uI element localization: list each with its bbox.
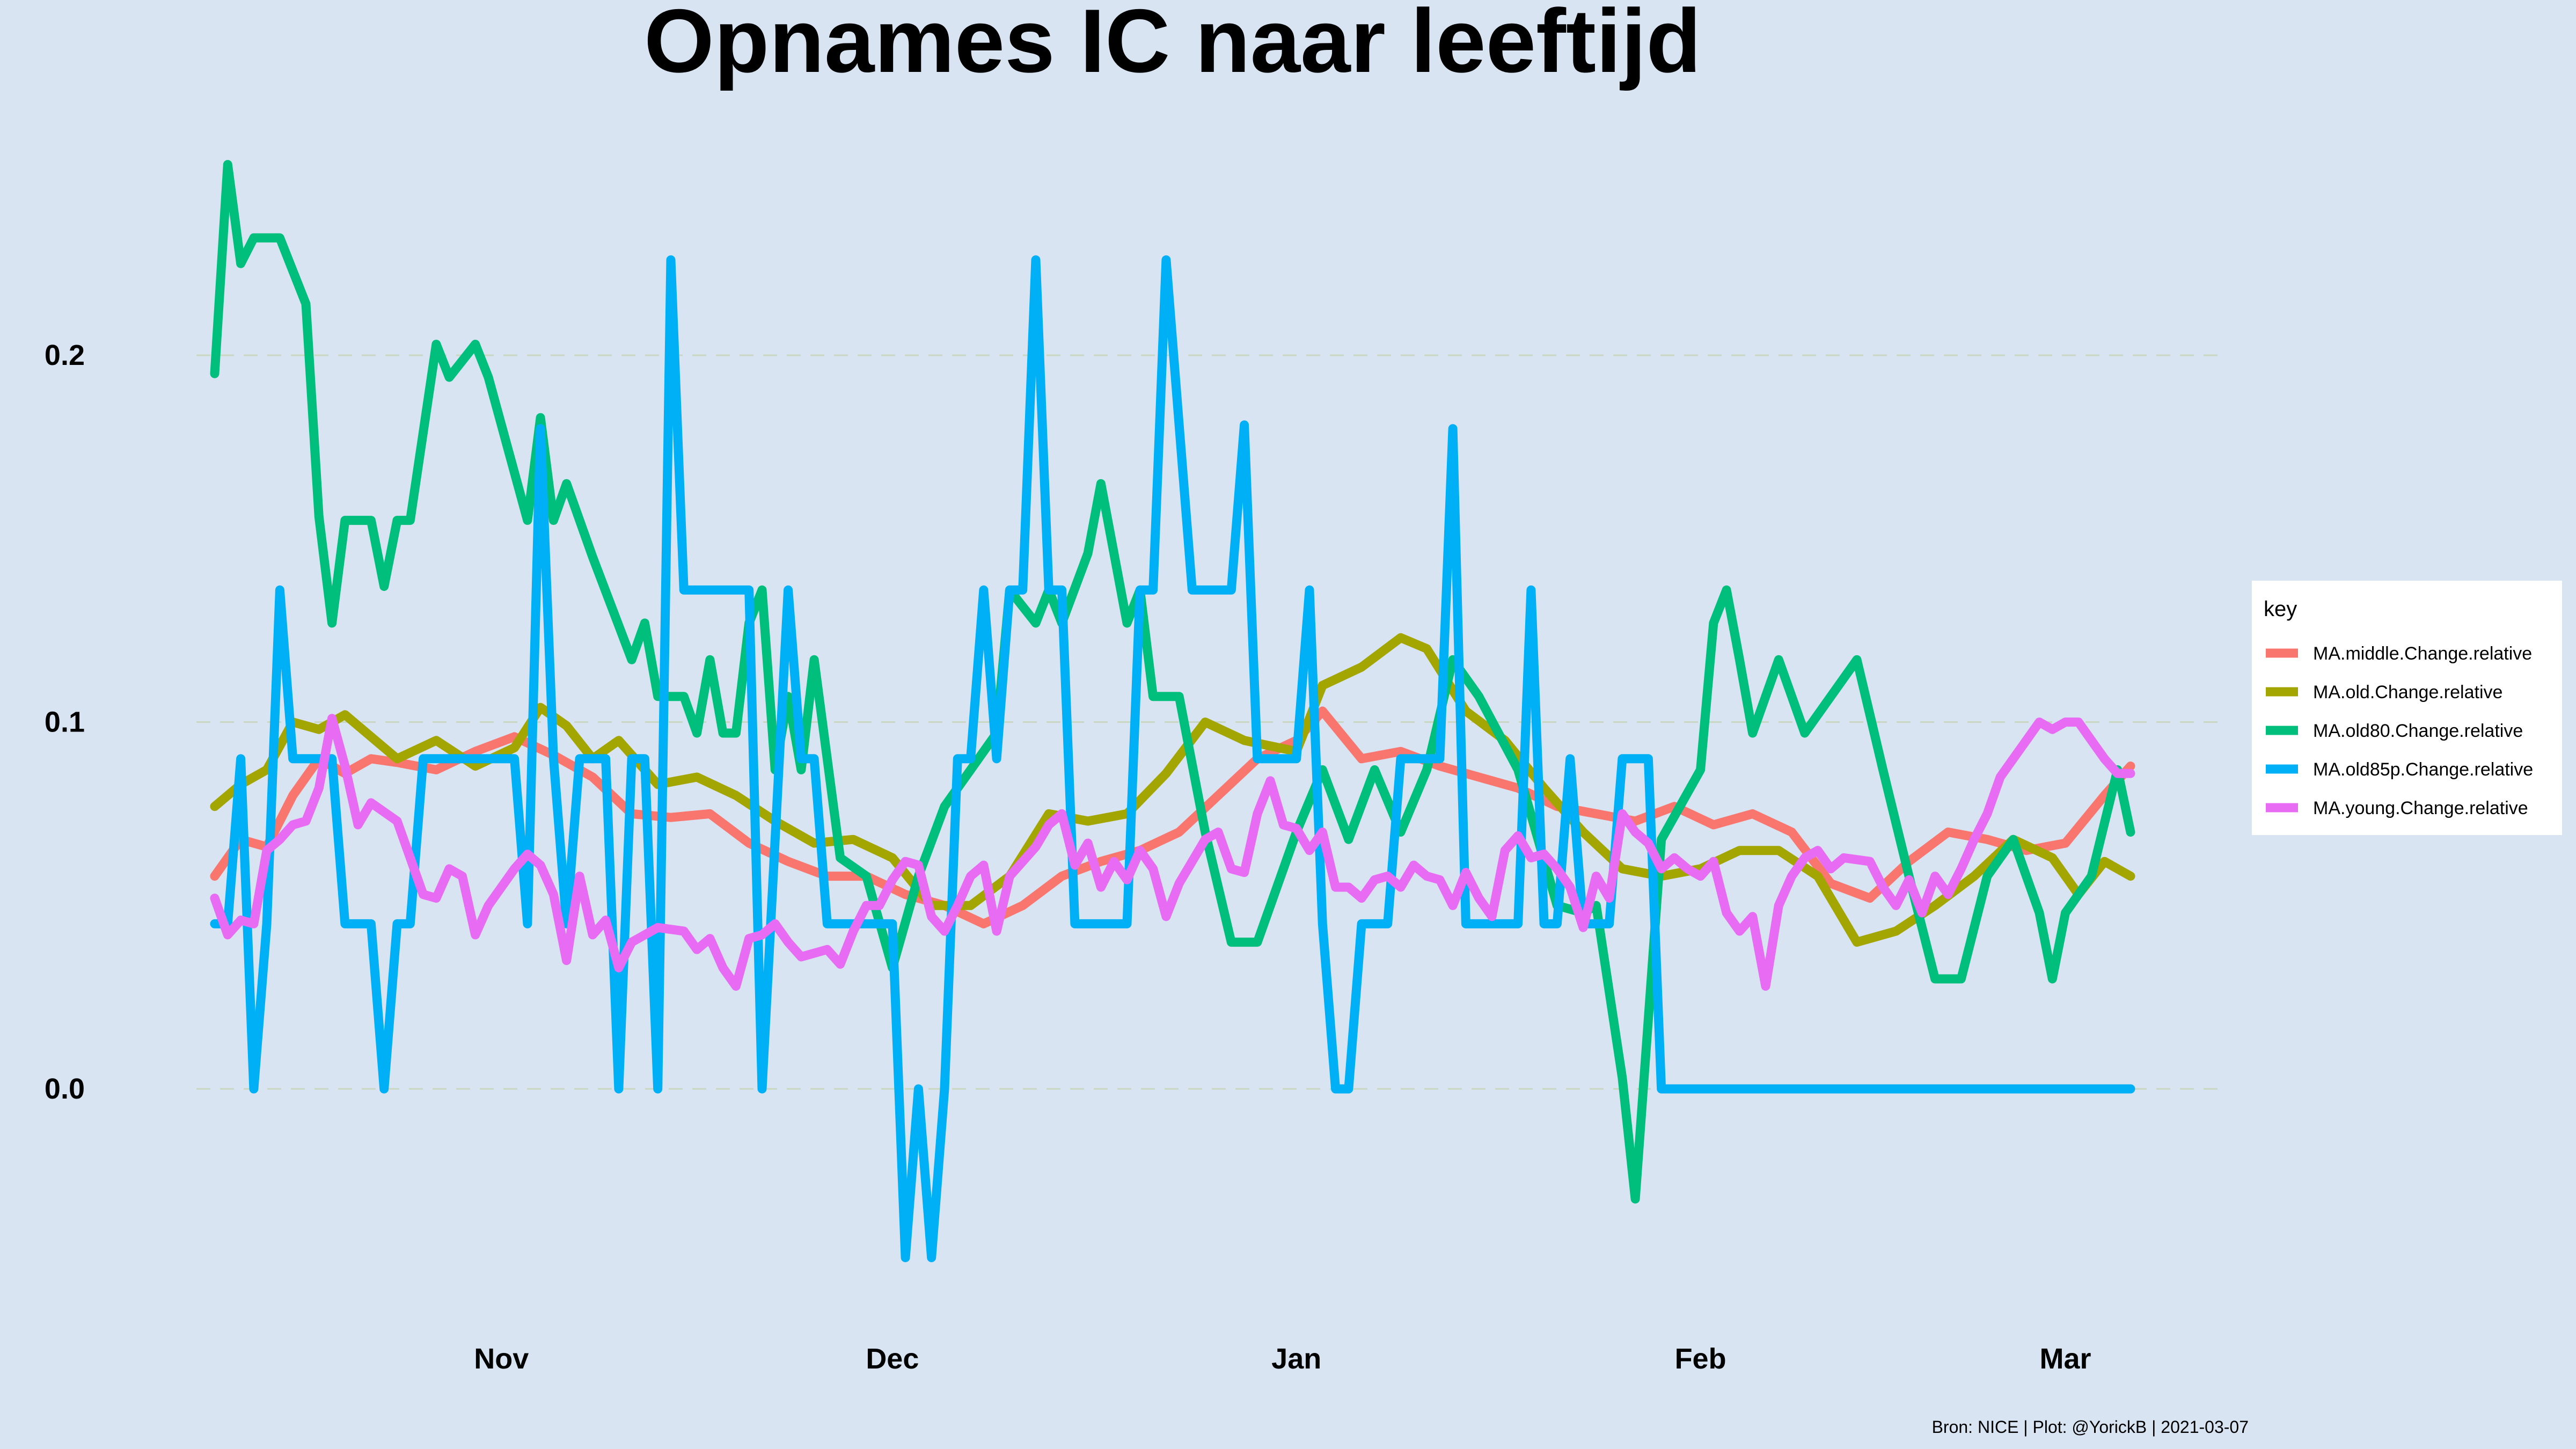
legend-title: key bbox=[2264, 597, 2297, 621]
x-tick-label: Dec bbox=[866, 1343, 919, 1375]
legend-box bbox=[2252, 581, 2562, 835]
x-tick-label: Feb bbox=[1675, 1343, 1726, 1375]
legend-label: MA.old.Change.relative bbox=[2313, 682, 2502, 702]
chart-title: Opnames IC naar leeftijd bbox=[644, 0, 1701, 91]
x-tick-label: Nov bbox=[474, 1343, 529, 1375]
legend-label: MA.middle.Change.relative bbox=[2313, 643, 2532, 664]
x-tick-label: Mar bbox=[2040, 1343, 2091, 1375]
chart-caption: Bron: NICE | Plot: @YorickB | 2021-03-07 bbox=[1932, 1417, 2249, 1437]
y-tick-label: 0.1 bbox=[45, 706, 85, 738]
y-axis-ticks: 0.0 0.1 0.2 bbox=[45, 339, 85, 1105]
x-axis-ticks: Nov Dec Jan Feb Mar bbox=[474, 1343, 2091, 1375]
x-tick-label: Jan bbox=[1271, 1343, 1321, 1375]
legend-label: MA.young.Change.relative bbox=[2313, 798, 2528, 818]
legend: key MA.middle.Change.relative MA.old.Chan… bbox=[2252, 581, 2562, 835]
series-lines bbox=[210, 160, 2135, 1262]
legend-label: MA.old80.Change.relative bbox=[2313, 721, 2523, 741]
y-tick-label: 0.2 bbox=[45, 339, 85, 371]
series-line-ma-old80-change-relative bbox=[210, 160, 2135, 1204]
series-line-ma-young-change-relative bbox=[210, 714, 2135, 991]
series-line-ma-old85p-change-relative bbox=[210, 255, 2135, 1262]
legend-items: MA.middle.Change.relative MA.old.Change.r… bbox=[2266, 643, 2533, 818]
legend-label: MA.old85p.Change.relative bbox=[2313, 759, 2533, 780]
y-tick-label: 0.0 bbox=[45, 1073, 85, 1105]
